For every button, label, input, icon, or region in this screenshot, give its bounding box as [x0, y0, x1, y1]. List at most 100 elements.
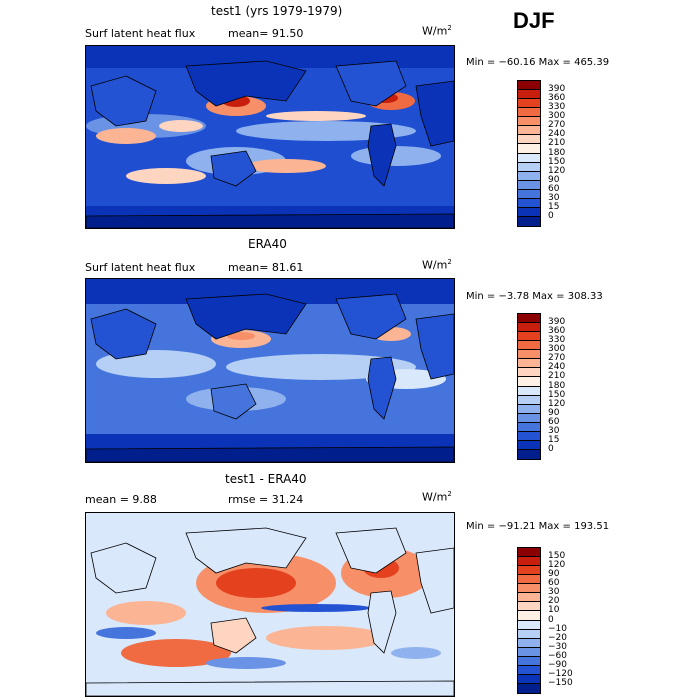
season-label: DJF [513, 8, 555, 33]
colorbar-tick-label: 30 [548, 425, 560, 436]
colorbar-swatch [518, 189, 540, 199]
colorbar-swatch [518, 341, 540, 351]
colorbar-tick-label: 390 [548, 84, 566, 95]
colorbar-tick-label: 360 [548, 326, 566, 337]
colorbar-tick-label: 150 [548, 551, 566, 562]
colorbar-tick-label: −10 [548, 623, 567, 634]
colorbar-swatch [518, 629, 540, 639]
colorbar-swatch [518, 413, 540, 423]
colorbar-tick-label: 10 [548, 605, 560, 616]
colorbar-tick-label: 15 [548, 201, 560, 212]
colorbar-swatch [518, 611, 540, 621]
colorbar-tick-label: 180 [548, 147, 566, 158]
colorbar-tick-label: 90 [548, 569, 560, 580]
colorbar-swatch [518, 198, 540, 208]
colorbar-swatch [518, 404, 540, 414]
panel-3-rmse-label: rmse = 31.24 [228, 493, 304, 506]
panel-3-map-field [86, 513, 454, 696]
colorbar-swatch [518, 449, 540, 459]
colorbar-tick-label: 240 [548, 362, 566, 373]
colorbar-swatch [518, 557, 540, 567]
colorbar-tick-label: 330 [548, 335, 566, 346]
panel-1-units-exp: 2 [447, 24, 452, 32]
panel-3-title: test1 - ERA40 [225, 472, 307, 486]
colorbar-swatch [518, 153, 540, 163]
panel-1-units-base: W/m [422, 24, 448, 38]
colorbar-swatch [518, 683, 540, 693]
colorbar-swatch [518, 90, 540, 100]
colorbar-swatch [518, 395, 540, 405]
colorbar-tick-label: 150 [548, 156, 566, 167]
panel-1-title: test1 (yrs 1979-1979) [211, 4, 343, 18]
colorbar-tick-label: 120 [548, 165, 566, 176]
panel-3-units: W/m2 [422, 491, 452, 503]
colorbar-swatch [518, 99, 540, 109]
colorbar-swatch [518, 575, 540, 585]
colorbar-swatch [518, 332, 540, 342]
colorbar-tick-label: −20 [548, 632, 567, 643]
colorbar-tick-label: 90 [548, 174, 560, 185]
colorbar-tick-label: 210 [548, 138, 566, 149]
colorbar-swatch [518, 144, 540, 154]
colorbar-tick-label: 30 [548, 192, 560, 203]
panel-2-mean-label: mean= 81.61 [228, 261, 304, 274]
colorbar-swatch [518, 162, 540, 172]
colorbar-tick-label: 0 [548, 443, 554, 454]
colorbar-swatch [518, 656, 540, 666]
colorbar-swatch [518, 386, 540, 396]
colorbar-swatch [518, 126, 540, 136]
colorbar-tick-label: 270 [548, 353, 566, 364]
colorbar-tick-label: −30 [548, 641, 567, 652]
colorbar-swatch [518, 314, 540, 324]
panel-3-units-exp: 2 [447, 490, 452, 498]
panel-2-units-base: W/m [422, 258, 448, 272]
colorbar-swatch [518, 584, 540, 594]
panel-1-units: W/m2 [422, 25, 452, 37]
panel-2-variable-label: Surf latent heat flux [85, 261, 196, 274]
colorbar-swatch [518, 593, 540, 603]
colorbar-swatch [518, 638, 540, 648]
panel-2-units-exp: 2 [447, 258, 452, 266]
panel-2-colorbar [517, 313, 541, 460]
colorbar-swatch [518, 431, 540, 441]
colorbar-tick-label: 270 [548, 120, 566, 131]
panel-3-colorbar [517, 547, 541, 694]
colorbar-tick-label: 60 [548, 578, 560, 589]
panel-3-minmax: Min = −91.21 Max = 193.51 [466, 521, 610, 532]
colorbar-swatch [518, 216, 540, 226]
colorbar-swatch [518, 602, 540, 612]
colorbar-tick-label: 60 [548, 416, 560, 427]
colorbar-tick-label: 240 [548, 129, 566, 140]
colorbar-swatch [518, 674, 540, 684]
colorbar-swatch [518, 135, 540, 145]
panel-1-variable-label: Surf latent heat flux [85, 27, 196, 40]
colorbar-swatch [518, 359, 540, 369]
panel-2-title: ERA40 [248, 237, 287, 251]
colorbar-tick-label: −90 [548, 659, 567, 670]
colorbar-swatch [518, 350, 540, 360]
colorbar-tick-label: 30 [548, 587, 560, 598]
colorbar-swatch [518, 665, 540, 675]
colorbar-swatch [518, 207, 540, 217]
colorbar-swatch [518, 647, 540, 657]
colorbar-tick-label: 150 [548, 389, 566, 400]
panel-2-units: W/m2 [422, 259, 452, 271]
colorbar-tick-label: 300 [548, 111, 566, 122]
panel-2-map [85, 278, 455, 463]
colorbar-tick-label: 20 [548, 596, 560, 607]
colorbar-swatch [518, 377, 540, 387]
colorbar-tick-label: 360 [548, 93, 566, 104]
colorbar-tick-label: −120 [548, 668, 573, 679]
panel-3-mean-label: mean = 9.88 [85, 493, 157, 506]
colorbar-tick-label: 390 [548, 317, 566, 328]
panel-2-map-field [86, 279, 454, 462]
colorbar-tick-label: 0 [548, 210, 554, 221]
colorbar-swatch [518, 440, 540, 450]
colorbar-swatch [518, 323, 540, 333]
colorbar-tick-label: 90 [548, 407, 560, 418]
colorbar-swatch [518, 108, 540, 118]
colorbar-tick-label: −60 [548, 650, 567, 661]
panel-1-map-field [86, 46, 454, 228]
colorbar-swatch [518, 548, 540, 558]
panel-3-units-base: W/m [422, 490, 448, 504]
